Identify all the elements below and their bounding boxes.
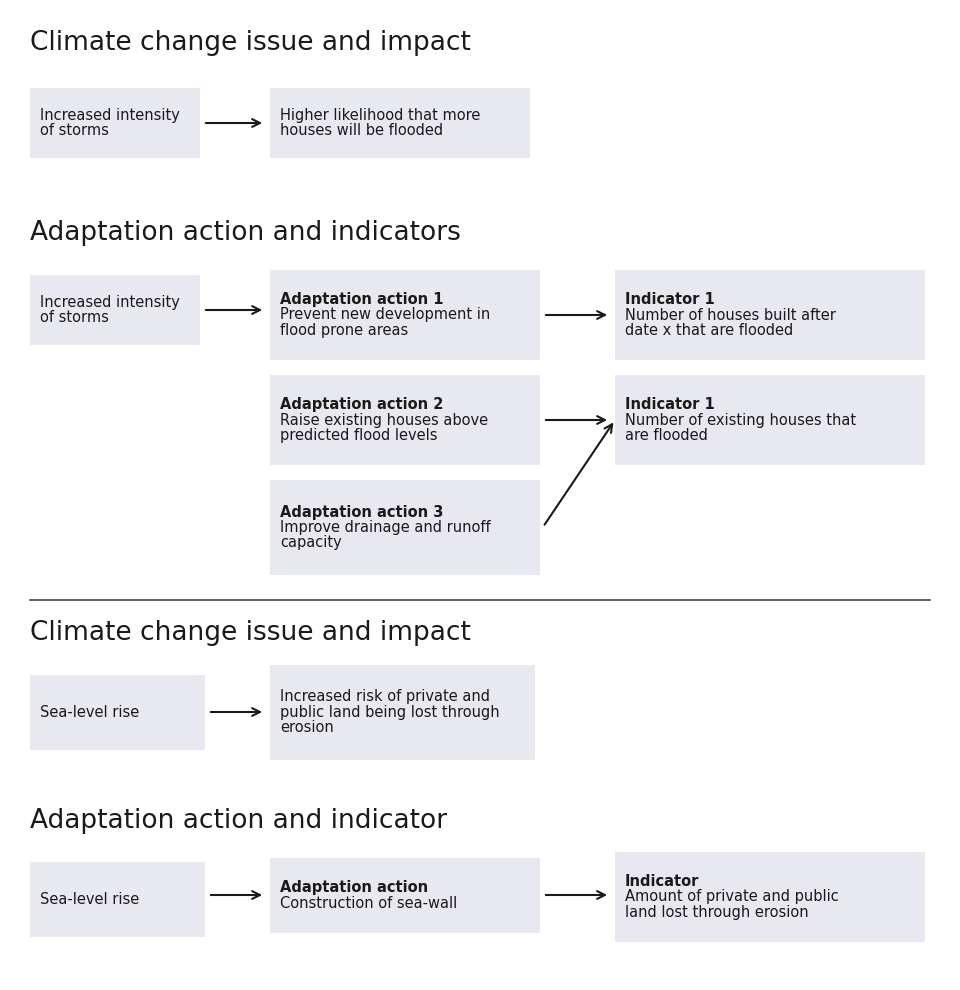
Text: Increased risk of private and: Increased risk of private and xyxy=(280,689,490,705)
Text: Adaptation action 3: Adaptation action 3 xyxy=(280,505,444,520)
FancyBboxPatch shape xyxy=(270,480,540,575)
Text: Adaptation action: Adaptation action xyxy=(280,880,428,895)
FancyBboxPatch shape xyxy=(270,270,540,360)
Text: Climate change issue and impact: Climate change issue and impact xyxy=(30,620,470,646)
Text: Adaptation action and indicators: Adaptation action and indicators xyxy=(30,220,461,246)
FancyBboxPatch shape xyxy=(30,862,205,937)
Text: of storms: of storms xyxy=(40,123,108,139)
FancyBboxPatch shape xyxy=(615,852,925,942)
Text: Indicator: Indicator xyxy=(625,874,700,889)
Text: Adaptation action 2: Adaptation action 2 xyxy=(280,397,444,412)
Text: Prevent new development in: Prevent new development in xyxy=(280,308,491,323)
FancyBboxPatch shape xyxy=(30,88,200,158)
Text: Raise existing houses above: Raise existing houses above xyxy=(280,413,488,428)
Text: Indicator 1: Indicator 1 xyxy=(625,292,715,307)
FancyBboxPatch shape xyxy=(270,858,540,933)
Text: Climate change issue and impact: Climate change issue and impact xyxy=(30,30,470,56)
FancyBboxPatch shape xyxy=(615,270,925,360)
FancyBboxPatch shape xyxy=(270,665,535,760)
Text: Higher likelihood that more: Higher likelihood that more xyxy=(280,108,480,123)
Text: capacity: capacity xyxy=(280,536,342,550)
Text: houses will be flooded: houses will be flooded xyxy=(280,123,444,139)
FancyBboxPatch shape xyxy=(30,675,205,750)
Text: flood prone areas: flood prone areas xyxy=(280,323,408,338)
Text: erosion: erosion xyxy=(280,721,334,736)
Text: Improve drainage and runoff: Improve drainage and runoff xyxy=(280,520,491,535)
Text: are flooded: are flooded xyxy=(625,428,708,443)
Text: date x that are flooded: date x that are flooded xyxy=(625,323,793,338)
Text: predicted flood levels: predicted flood levels xyxy=(280,428,438,443)
Text: Increased intensity: Increased intensity xyxy=(40,295,180,310)
Text: of storms: of storms xyxy=(40,310,108,326)
FancyBboxPatch shape xyxy=(270,375,540,465)
Text: Sea-level rise: Sea-level rise xyxy=(40,892,139,907)
FancyBboxPatch shape xyxy=(270,88,530,158)
Text: public land being lost through: public land being lost through xyxy=(280,705,499,720)
Text: Increased intensity: Increased intensity xyxy=(40,108,180,123)
Text: land lost through erosion: land lost through erosion xyxy=(625,905,808,920)
Text: Sea-level rise: Sea-level rise xyxy=(40,705,139,720)
Text: Construction of sea-wall: Construction of sea-wall xyxy=(280,896,457,911)
Text: Number of existing houses that: Number of existing houses that xyxy=(625,413,856,428)
Text: Adaptation action 1: Adaptation action 1 xyxy=(280,292,444,307)
Text: Amount of private and public: Amount of private and public xyxy=(625,889,839,905)
Text: Adaptation action and indicator: Adaptation action and indicator xyxy=(30,808,447,834)
FancyBboxPatch shape xyxy=(615,375,925,465)
Text: Number of houses built after: Number of houses built after xyxy=(625,308,836,323)
Text: Indicator 1: Indicator 1 xyxy=(625,397,715,412)
FancyBboxPatch shape xyxy=(30,275,200,345)
